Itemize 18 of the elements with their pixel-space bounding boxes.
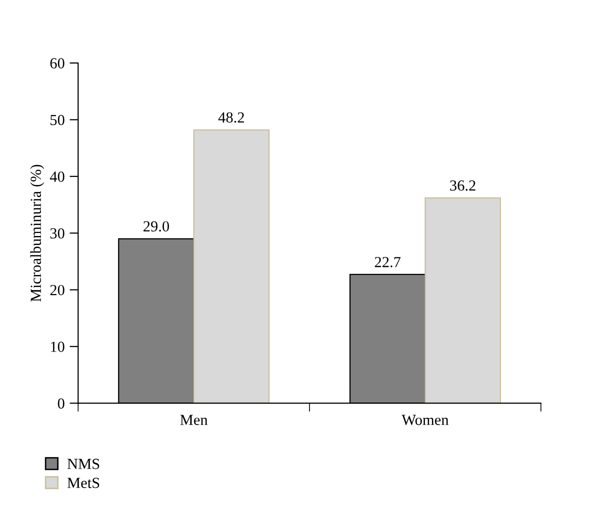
data-label: 48.2 <box>218 112 244 123</box>
data-label: 36.2 <box>450 180 476 191</box>
y-tick-label: 50 <box>50 114 64 126</box>
y-tick-label: 20 <box>50 284 64 296</box>
y-tick-label: 10 <box>51 342 64 352</box>
x-tick-label: Women <box>402 414 449 426</box>
bar <box>193 129 270 404</box>
legend-label: MetS <box>67 478 100 488</box>
data-label: 22.7 <box>374 256 401 268</box>
y-tick-label: 60 <box>50 58 64 68</box>
y-tick-label: 40 <box>50 172 64 182</box>
y-axis-title: Microalbuminuria (%) <box>30 164 44 302</box>
legend-label: NMS <box>67 458 100 470</box>
data-label: 29.0 <box>144 221 170 232</box>
y-tick-label: 0 <box>58 398 64 409</box>
bar <box>424 197 501 404</box>
x-tick-label: Men <box>180 414 208 426</box>
y-tick-label: 30 <box>50 228 64 239</box>
